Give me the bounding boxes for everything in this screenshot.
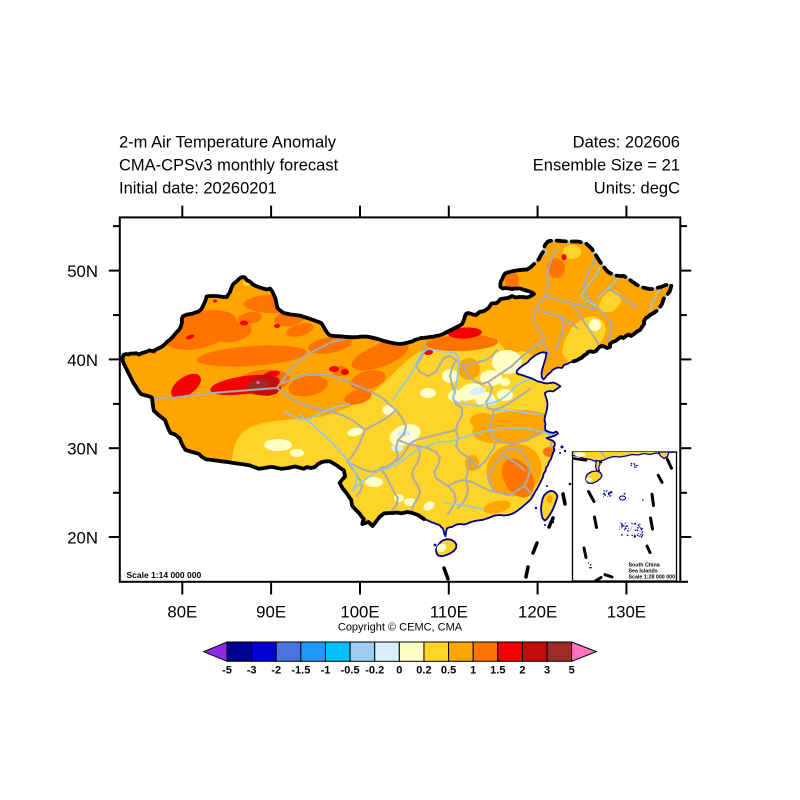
svg-text:1.5: 1.5 bbox=[490, 665, 505, 677]
svg-text:3: 3 bbox=[544, 665, 550, 677]
svg-text:0.2: 0.2 bbox=[416, 665, 431, 677]
svg-text:5: 5 bbox=[569, 665, 575, 677]
svg-text:-1: -1 bbox=[321, 665, 331, 677]
svg-text:0: 0 bbox=[396, 665, 402, 677]
svg-text:30N: 30N bbox=[67, 440, 98, 459]
svg-text:South China: South China bbox=[629, 563, 660, 569]
svg-text:110E: 110E bbox=[430, 603, 468, 622]
svg-text:50N: 50N bbox=[67, 262, 98, 281]
svg-text:120E: 120E bbox=[518, 603, 557, 622]
svg-text:-0.5: -0.5 bbox=[341, 665, 360, 677]
svg-text:-5: -5 bbox=[222, 665, 232, 677]
svg-text:CMA-CPSv3 monthly forecast: CMA-CPSv3 monthly forecast bbox=[119, 156, 339, 174]
svg-text:90E: 90E bbox=[256, 603, 286, 622]
svg-text:Ensemble Size = 21: Ensemble Size = 21 bbox=[533, 156, 680, 174]
svg-text:Copyright © CEMC, CMA: Copyright © CEMC, CMA bbox=[338, 622, 463, 634]
svg-text:80E: 80E bbox=[167, 603, 197, 622]
svg-text:2: 2 bbox=[519, 665, 525, 677]
svg-text:1: 1 bbox=[470, 665, 476, 677]
svg-text:-0.2: -0.2 bbox=[365, 665, 384, 677]
svg-text:Scale 1:28 000 000: Scale 1:28 000 000 bbox=[629, 575, 676, 581]
svg-text:Scale 1:14 000 000: Scale 1:14 000 000 bbox=[127, 570, 202, 580]
svg-text:100E: 100E bbox=[340, 603, 379, 622]
svg-text:20N: 20N bbox=[67, 529, 98, 548]
svg-text:0.5: 0.5 bbox=[441, 665, 456, 677]
svg-text:130E: 130E bbox=[607, 603, 646, 622]
svg-text:-1.5: -1.5 bbox=[291, 665, 310, 677]
svg-text:Initial date: 20260201: Initial date: 20260201 bbox=[119, 179, 277, 197]
svg-text:-2: -2 bbox=[271, 665, 281, 677]
svg-text:40N: 40N bbox=[67, 351, 98, 370]
svg-text:-3: -3 bbox=[247, 665, 257, 677]
svg-text:Dates: 202606: Dates: 202606 bbox=[573, 134, 680, 152]
svg-text:Sea Islands: Sea Islands bbox=[629, 569, 658, 575]
svg-text:Units: degC: Units: degC bbox=[594, 179, 680, 197]
svg-text:2-m Air Temperature Anomaly: 2-m Air Temperature Anomaly bbox=[119, 134, 337, 152]
